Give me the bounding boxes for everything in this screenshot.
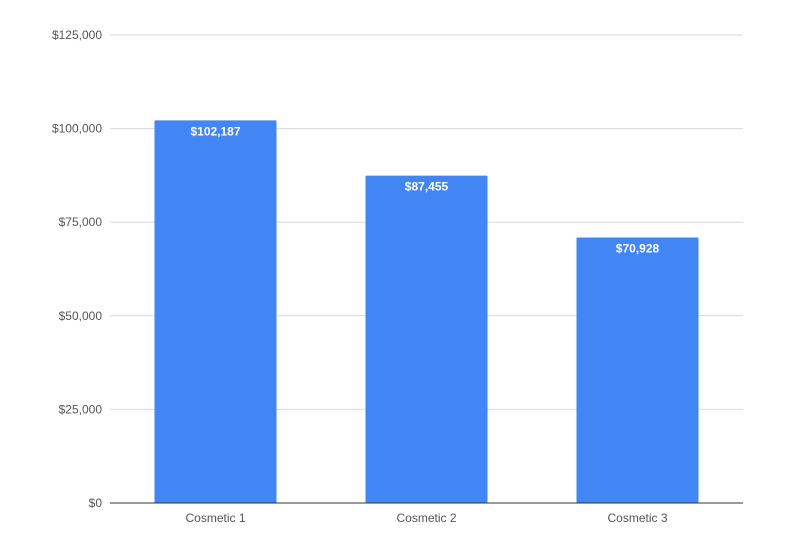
data-labels: $102,187 $87,455 $70,928 <box>190 124 659 255</box>
x-category-label: Cosmetic 3 <box>607 511 667 525</box>
bar-value-label: $102,187 <box>190 124 240 138</box>
y-tick-label: $50,000 <box>59 309 103 323</box>
y-tick-label: $75,000 <box>59 215 103 229</box>
y-axis: $0 $25,000 $50,000 $75,000 $100,000 $125,000 <box>52 28 102 510</box>
x-axis: Cosmetic 1 Cosmetic 2 Cosmetic 3 <box>110 502 743 525</box>
bar <box>365 175 488 503</box>
bars <box>154 120 699 504</box>
bar <box>154 120 277 504</box>
bar-value-label: $87,455 <box>405 180 449 194</box>
x-category-label: Cosmetic 1 <box>185 511 245 525</box>
bar-value-label: $70,928 <box>616 241 660 255</box>
y-tick-label: $0 <box>89 496 103 510</box>
y-tick-label: $125,000 <box>52 28 102 42</box>
y-tick-label: $100,000 <box>52 122 102 136</box>
x-category-label: Cosmetic 2 <box>396 511 456 525</box>
y-tick-label: $25,000 <box>59 402 103 416</box>
bar <box>576 237 699 504</box>
